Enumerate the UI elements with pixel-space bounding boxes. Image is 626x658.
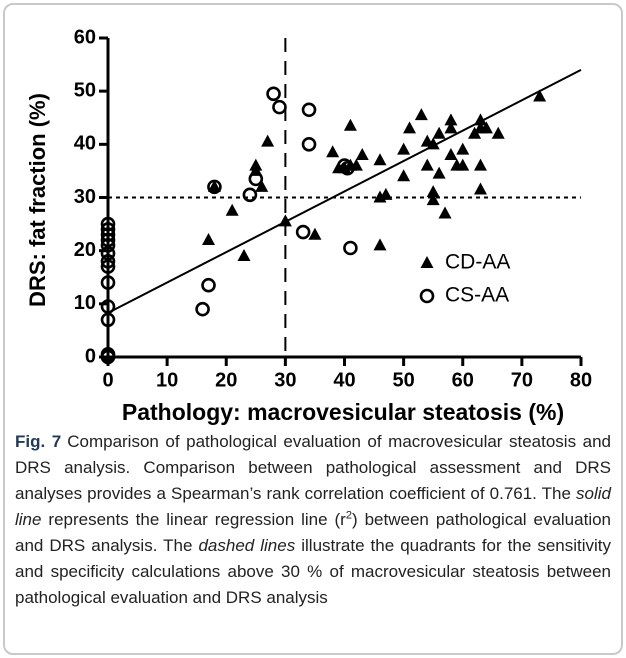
x-tick-label: 30 bbox=[274, 369, 296, 391]
circle-marker bbox=[100, 238, 116, 253]
triangle-marker bbox=[426, 193, 440, 206]
triangle-marker bbox=[397, 169, 411, 182]
y-tick-label: 30 bbox=[74, 186, 96, 208]
y-axis-label: DRS: fat fraction (%) bbox=[25, 93, 50, 307]
triangle-marker bbox=[414, 108, 428, 121]
triangle-marker bbox=[255, 179, 269, 192]
circle-marker bbox=[242, 187, 258, 203]
triangle-marker bbox=[403, 121, 417, 134]
triangle-marker bbox=[473, 182, 487, 195]
triangle-marker bbox=[308, 227, 322, 240]
triangle-marker bbox=[373, 238, 387, 251]
y-tick-label: 50 bbox=[74, 79, 96, 101]
circle-marker bbox=[301, 102, 317, 118]
x-tick-label: 0 bbox=[102, 369, 113, 391]
circle-marker bbox=[100, 347, 116, 362]
triangle-marker bbox=[426, 185, 440, 198]
circle-marker bbox=[340, 160, 355, 176]
y-tick-label: 10 bbox=[74, 292, 96, 314]
circle-marker bbox=[207, 179, 222, 195]
caption: Fig. 7 Comparison of pathological evaluat… bbox=[15, 429, 611, 611]
circle-marker bbox=[100, 222, 116, 237]
circle-marker bbox=[100, 275, 116, 290]
y-tick-label: 60 bbox=[74, 26, 96, 48]
caption-text: illustrate the quadrants for the sensiti… bbox=[15, 536, 612, 607]
circle-marker bbox=[301, 137, 317, 152]
circle-marker bbox=[201, 277, 216, 293]
legend-label: CD-AA bbox=[445, 251, 510, 274]
triangle-marker bbox=[379, 187, 393, 200]
triangle-marker bbox=[456, 142, 470, 155]
triangle-marker bbox=[473, 113, 487, 126]
circle-marker bbox=[272, 99, 287, 115]
x-tick-label: 50 bbox=[393, 369, 415, 391]
triangle-marker bbox=[444, 121, 458, 134]
triangle-marker bbox=[355, 147, 369, 160]
x-tick-label: 80 bbox=[570, 369, 592, 391]
triangle-marker bbox=[456, 158, 470, 171]
figure: DRS: fat fraction (%) Pathology: macrove… bbox=[3, 3, 623, 655]
triangle-marker bbox=[202, 233, 216, 246]
legend-marker bbox=[420, 256, 434, 268]
circle-marker bbox=[248, 171, 264, 187]
x-axis-label: Pathology: macrovesicular steatosis (%) bbox=[122, 399, 564, 425]
circle-marker bbox=[100, 216, 116, 232]
x-tick-label: 40 bbox=[333, 369, 355, 391]
triangle-marker bbox=[397, 142, 411, 155]
circle-marker bbox=[100, 227, 116, 243]
caption-text: solid line bbox=[15, 484, 611, 529]
legend-marker bbox=[419, 288, 435, 304]
triangle-marker bbox=[207, 179, 221, 192]
circle-marker bbox=[100, 253, 116, 269]
triangle-marker bbox=[533, 89, 547, 102]
triangle-marker bbox=[432, 166, 446, 179]
triangle-marker bbox=[343, 118, 357, 131]
circle-marker bbox=[100, 232, 116, 248]
legend-label: CS-AA bbox=[445, 284, 509, 307]
x-tick-label: 70 bbox=[511, 369, 533, 391]
y-tick-label: 40 bbox=[74, 133, 96, 155]
circle-marker bbox=[343, 240, 358, 256]
x-tick-label: 20 bbox=[215, 369, 237, 391]
x-tick-label: 10 bbox=[156, 369, 178, 391]
triangle-marker bbox=[426, 137, 440, 150]
circle-marker bbox=[266, 86, 281, 102]
caption-text: Comparison of pathological evaluation of… bbox=[15, 432, 611, 503]
x-tick-label: 60 bbox=[452, 369, 474, 391]
triangle-marker bbox=[261, 134, 275, 147]
caption-text: dashed lines bbox=[198, 536, 296, 555]
triangle-marker bbox=[373, 153, 387, 166]
triangle-marker bbox=[420, 158, 434, 171]
triangle-marker bbox=[225, 203, 239, 216]
triangle-marker bbox=[278, 214, 292, 227]
y-tick-label: 0 bbox=[85, 345, 96, 367]
regression-line bbox=[107, 69, 582, 314]
chart: DRS: fat fraction (%) Pathology: macrove… bbox=[25, 26, 592, 425]
triangle-marker bbox=[473, 158, 487, 171]
triangle-marker bbox=[444, 147, 458, 160]
circle-marker bbox=[195, 301, 210, 317]
triangle-marker bbox=[326, 145, 340, 158]
caption-text: ) between pathological evaluation and DR… bbox=[15, 510, 612, 555]
triangle-marker bbox=[432, 126, 446, 139]
triangle-marker bbox=[438, 206, 452, 219]
triangle-marker bbox=[491, 126, 505, 139]
caption-text: 2 bbox=[345, 509, 352, 522]
caption-label: Fig. 7 bbox=[15, 432, 62, 451]
circle-marker bbox=[295, 224, 311, 240]
circle-marker bbox=[337, 158, 352, 173]
y-tick-label: 20 bbox=[74, 239, 96, 261]
triangle-marker bbox=[479, 121, 493, 134]
caption-text: represents the linear regression line (r bbox=[41, 510, 346, 529]
circle-marker bbox=[100, 299, 116, 314]
triangle-marker bbox=[237, 248, 251, 261]
triangle-marker bbox=[444, 113, 458, 126]
